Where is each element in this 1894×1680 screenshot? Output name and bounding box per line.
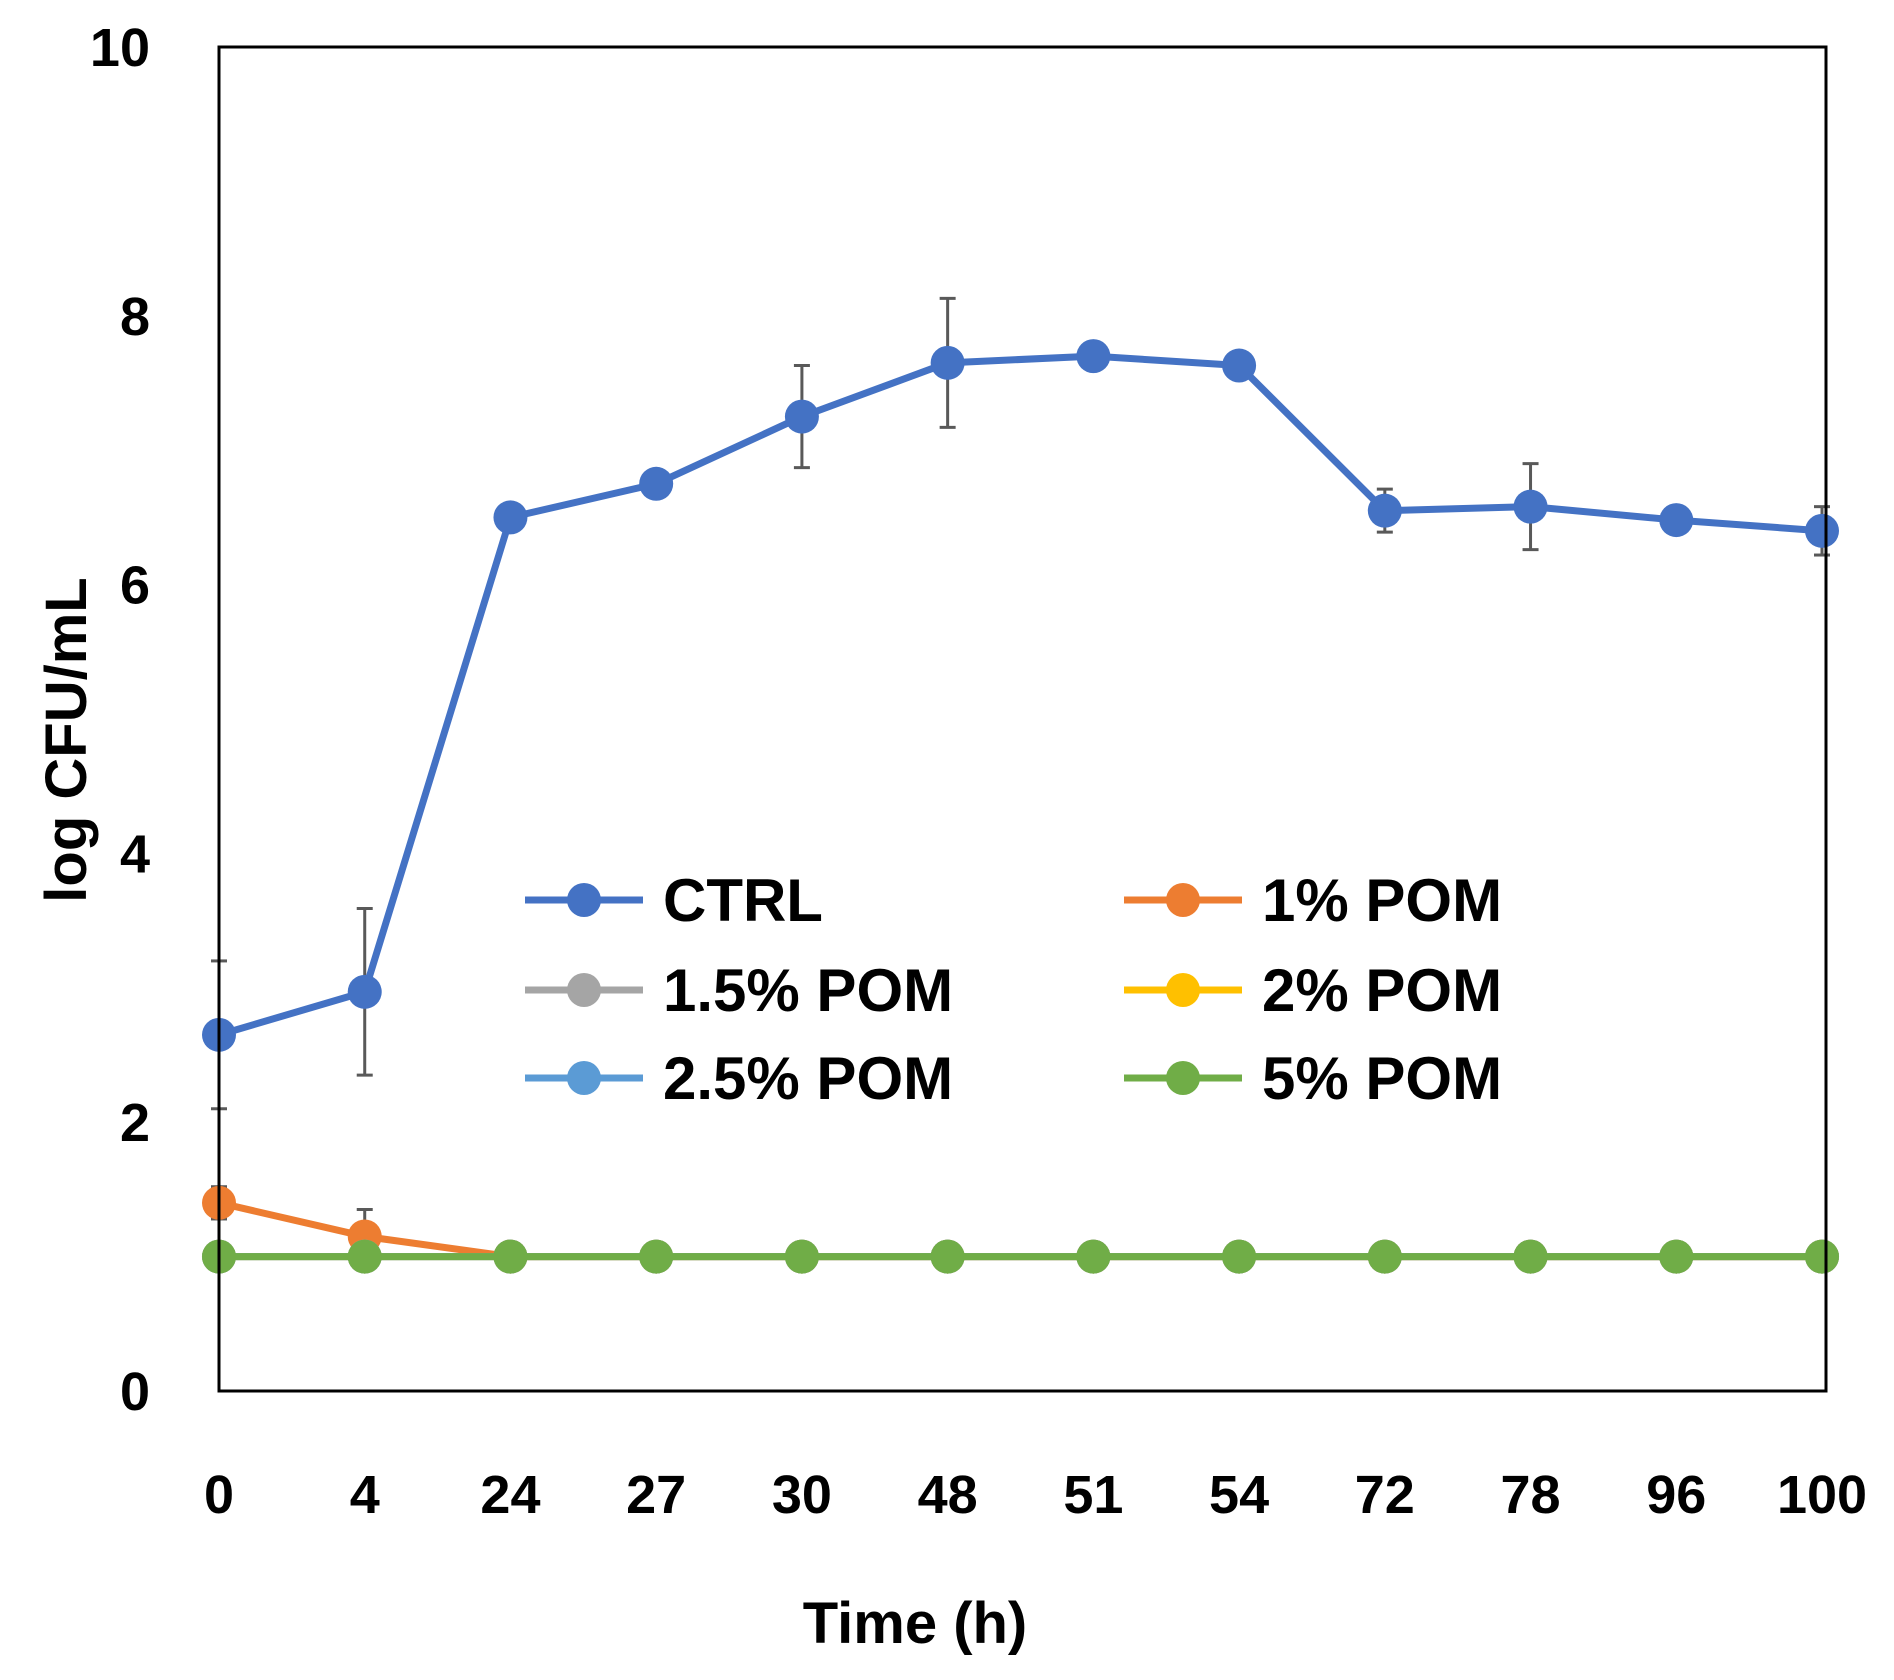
x-tick-label: 27 [626, 1465, 686, 1525]
x-tick-label: 54 [1209, 1465, 1269, 1525]
y-tick-label: 10 [90, 18, 150, 78]
y-tick-label: 6 [120, 556, 150, 616]
data-point [347, 974, 382, 1009]
data-point [639, 466, 674, 501]
x-tick-label: 78 [1501, 1465, 1561, 1525]
data-point [1659, 1239, 1694, 1274]
data-point [1805, 1239, 1839, 1274]
plot-area-frame [217, 45, 1828, 1393]
y-tick-label: 8 [120, 287, 150, 347]
x-tick-label: 100 [1777, 1465, 1867, 1525]
series-1 [202, 339, 1839, 1052]
legend-entry: 2% POM [1124, 957, 1502, 1024]
legend-label: 1.5% POM [663, 957, 953, 1024]
legend-marker [1166, 883, 1200, 917]
data-point [784, 399, 819, 434]
legend-marker [567, 1061, 601, 1095]
legend-entry: 2.5% POM [525, 1045, 953, 1112]
x-tick-label: 30 [772, 1465, 832, 1525]
data-point [1222, 348, 1257, 383]
legend-label: 5% POM [1262, 1045, 1502, 1112]
series-line [218, 352, 1823, 1039]
x-axis-title: Time (h) [803, 1591, 1028, 1656]
legend-label: 2% POM [1262, 957, 1502, 1024]
legend-marker [1166, 1061, 1200, 1095]
data-point [1367, 493, 1402, 528]
legend: CTRL 1% POM 1.5% POM 2% POM 2.5% POM 5% POM [525, 867, 1502, 1112]
data-point [1513, 489, 1548, 524]
data-point [930, 1239, 965, 1274]
data-point [1367, 1239, 1402, 1274]
legend-label: 1% POM [1262, 867, 1502, 934]
y-axis-title: log CFU/mL [34, 577, 99, 902]
y-tick-label: 4 [120, 824, 150, 884]
data-point [639, 1239, 674, 1274]
legend-marker [1166, 973, 1200, 1007]
x-tick-label: 51 [1063, 1465, 1123, 1525]
x-tick-label: 48 [918, 1465, 978, 1525]
series-6 [202, 1239, 1839, 1274]
data-point [1076, 339, 1111, 374]
legend-entry: 1% POM [1124, 867, 1502, 934]
data-point [930, 345, 965, 380]
x-axis-ticks: 0 4 24 27 30 48 51 54 72 78 96 100 [204, 1465, 1867, 1525]
legend-label: 2.5% POM [663, 1045, 953, 1112]
legend-entry: 5% POM [1124, 1045, 1502, 1112]
data-point [1076, 1239, 1111, 1274]
data-point [493, 500, 528, 535]
legend-marker [567, 883, 601, 917]
y-tick-label: 2 [120, 1093, 150, 1153]
x-tick-label: 0 [204, 1465, 234, 1525]
x-tick-label: 96 [1646, 1465, 1706, 1525]
data-point [1659, 503, 1694, 538]
data-point [347, 1239, 382, 1274]
x-tick-label: 4 [350, 1465, 380, 1525]
series-layer [202, 339, 1839, 1274]
legend-entry: 1.5% POM [525, 957, 953, 1024]
data-point [493, 1239, 528, 1274]
y-axis-ticks: 0 2 4 6 8 10 [90, 18, 150, 1422]
y-tick-label: 0 [120, 1362, 150, 1422]
legend-entry: CTRL [525, 867, 823, 934]
data-point [1513, 1239, 1548, 1274]
data-point [784, 1239, 819, 1274]
x-tick-label: 72 [1355, 1465, 1415, 1525]
data-point [1805, 513, 1839, 548]
legend-label: CTRL [663, 867, 823, 934]
data-point [1222, 1239, 1257, 1274]
legend-marker [567, 973, 601, 1007]
x-tick-label: 24 [480, 1465, 540, 1525]
